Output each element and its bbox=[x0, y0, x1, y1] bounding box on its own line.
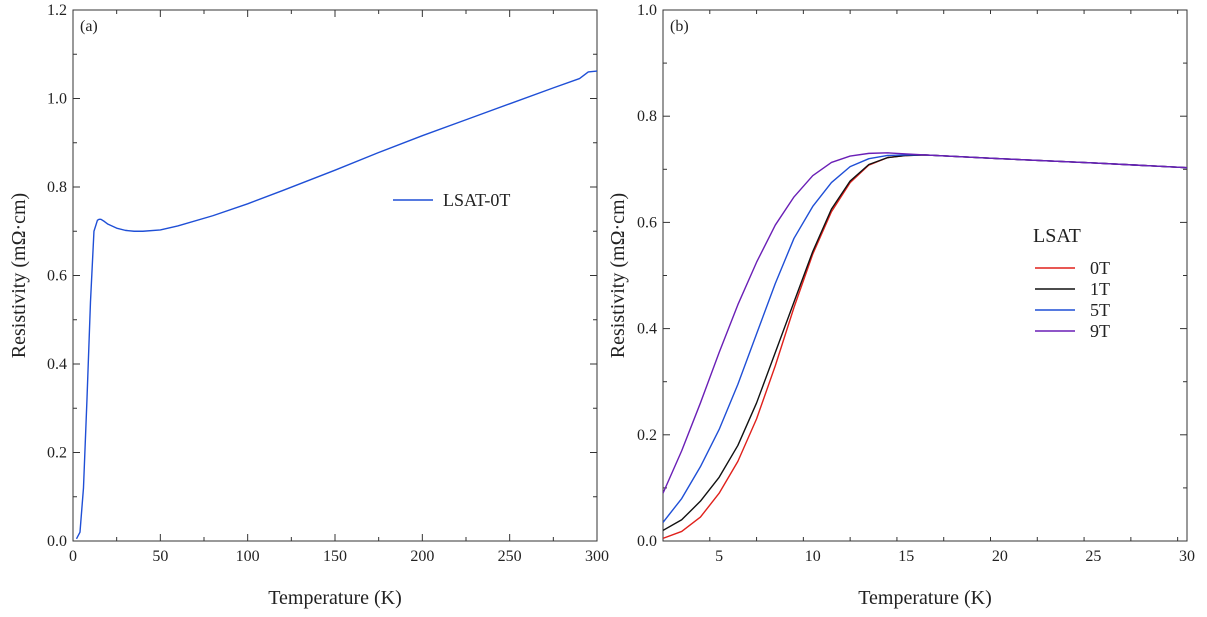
legend-label: 5T bbox=[1090, 300, 1110, 320]
series-line-lsat-0t bbox=[75, 70, 597, 540]
x-tick-label: 5 bbox=[715, 548, 723, 565]
x-tick-label: 20 bbox=[992, 548, 1008, 565]
series-line-0t bbox=[663, 154, 1187, 540]
y-tick-label: 0.0 bbox=[47, 533, 67, 550]
x-axis-title: Temperature (K) bbox=[858, 587, 992, 609]
y-tick-label: 0.8 bbox=[637, 108, 657, 125]
y-tick-label: 1.0 bbox=[637, 2, 657, 19]
series-line-1t bbox=[663, 154, 1187, 531]
legend-label: 0T bbox=[1090, 258, 1110, 278]
x-tick-label: 200 bbox=[410, 548, 434, 565]
x-tick-label: 25 bbox=[1085, 548, 1101, 565]
chart-panel-1: 0 50 100 150 200 250 300 0.0 0.2 0.4 0.6 0.8 1.0 1.2 T… bbox=[8, 2, 609, 609]
y-tick-label: 1.2 bbox=[47, 2, 67, 19]
x-tick-label: 250 bbox=[498, 548, 522, 565]
x-tick-label: 300 bbox=[585, 548, 609, 565]
y-tick-label: 0.0 bbox=[637, 533, 657, 550]
y-tick-label: 0.4 bbox=[637, 321, 657, 338]
x-tick-label: 150 bbox=[323, 548, 347, 565]
y-tick-label: 0.6 bbox=[637, 214, 657, 231]
x-tick-label: 15 bbox=[898, 548, 914, 565]
y-tick-label: 0.2 bbox=[47, 445, 67, 462]
legend-title: LSAT bbox=[1033, 225, 1081, 247]
x-tick-label: 0 bbox=[69, 548, 77, 565]
x-tick-label: 50 bbox=[152, 548, 168, 565]
panel-label: (a) bbox=[80, 18, 98, 35]
legend-label: 1T bbox=[1090, 279, 1110, 299]
y-axis-title: Resistivity (mΩ·cm) bbox=[607, 193, 629, 358]
y-tick-label: 0.4 bbox=[47, 356, 67, 373]
y-tick-label: 0.8 bbox=[47, 179, 67, 196]
plot-frame bbox=[72, 9, 598, 542]
x-tick-label: 30 bbox=[1179, 548, 1195, 565]
panel-label: (b) bbox=[670, 18, 689, 35]
series-line-9t bbox=[663, 152, 1187, 494]
legend-label: LSAT-0T bbox=[443, 190, 510, 210]
y-axis-title: Resistivity (mΩ·cm) bbox=[8, 193, 30, 358]
x-tick-label: 10 bbox=[805, 548, 821, 565]
x-tick-label: 100 bbox=[236, 548, 260, 565]
legend-label: 9T bbox=[1090, 321, 1110, 341]
chart-panel-2: 5 10 15 20 25 30 0.0 0.2 0.4 0.6 0.8 1.0 Temperature… bbox=[607, 2, 1195, 609]
y-tick-label: 0.2 bbox=[637, 427, 657, 444]
x-axis-title: Temperature (K) bbox=[268, 587, 402, 609]
y-tick-label: 0.6 bbox=[47, 268, 67, 285]
y-tick-label: 1.0 bbox=[47, 91, 67, 108]
